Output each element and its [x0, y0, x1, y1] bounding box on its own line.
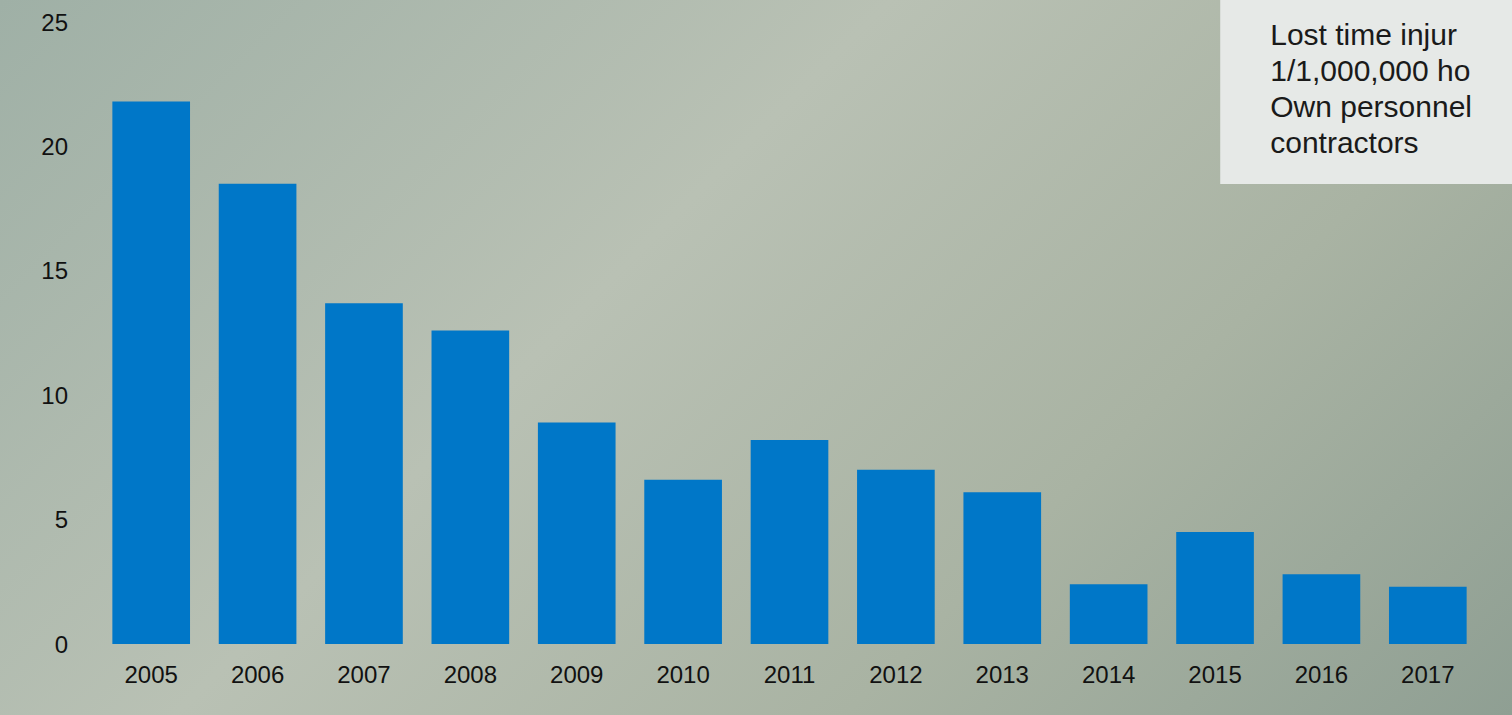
svg-text:2012: 2012: [869, 661, 922, 688]
svg-text:2017: 2017: [1401, 661, 1454, 688]
svg-text:20: 20: [41, 133, 68, 160]
svg-text:2016: 2016: [1295, 661, 1348, 688]
svg-text:15: 15: [41, 257, 68, 284]
svg-text:Own personnel: Own personnel: [1270, 90, 1472, 123]
svg-text:2010: 2010: [656, 661, 709, 688]
svg-text:10: 10: [41, 382, 68, 409]
svg-text:2011: 2011: [764, 661, 816, 688]
svg-text:1/1,000,000 ho: 1/1,000,000 ho: [1270, 54, 1470, 87]
svg-text:contractors: contractors: [1270, 126, 1418, 159]
svg-text:Lost time injur: Lost time injur: [1270, 18, 1457, 51]
svg-text:2013: 2013: [976, 661, 1029, 688]
svg-text:5: 5: [55, 506, 68, 533]
svg-text:2005: 2005: [124, 661, 177, 688]
svg-text:25: 25: [41, 9, 68, 36]
svg-text:2007: 2007: [337, 661, 390, 688]
svg-text:2006: 2006: [231, 661, 284, 688]
svg-text:2009: 2009: [550, 661, 603, 688]
svg-text:0: 0: [55, 631, 68, 658]
svg-text:2014: 2014: [1082, 661, 1135, 688]
svg-text:2008: 2008: [444, 661, 497, 688]
svg-text:2015: 2015: [1188, 661, 1241, 688]
